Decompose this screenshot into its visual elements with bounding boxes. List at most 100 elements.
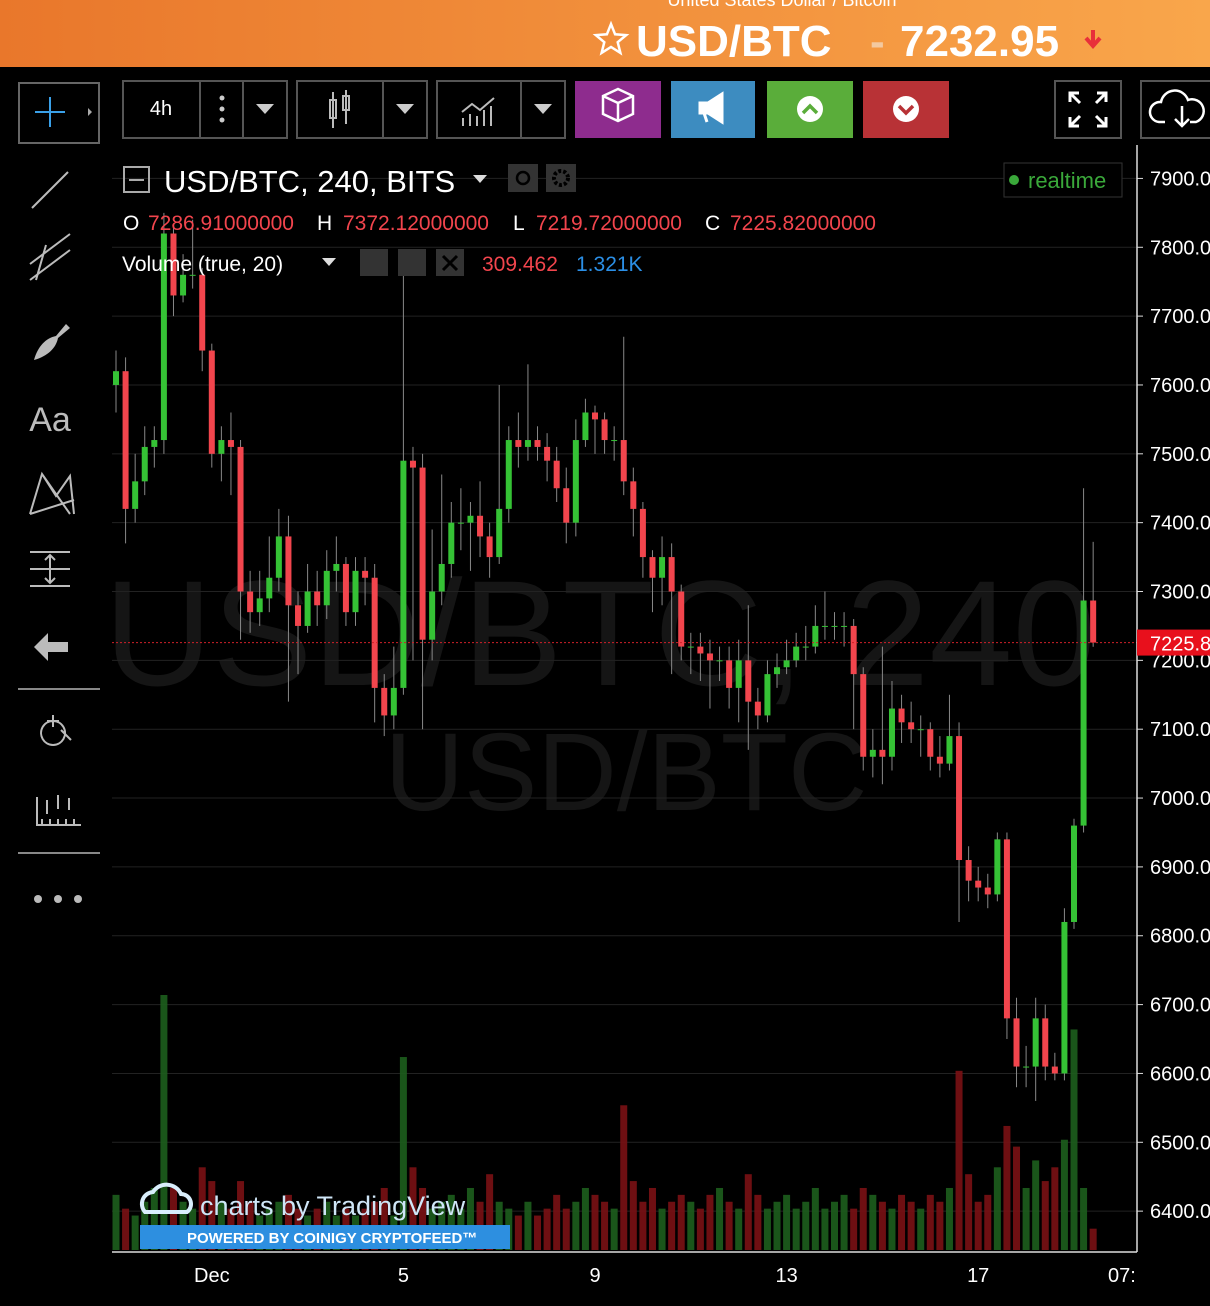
powered-text[interactable]: POWERED BY COINIGY CRYPTOFEED™ [187,1230,477,1247]
ohlc-key: O [123,212,139,235]
zoom-tool[interactable] [40,715,72,746]
candle-body [304,591,311,626]
candle-body [553,460,560,489]
eye-button[interactable] [360,249,388,276]
branding: charts by TradingView POWERED BY COINIGY… [139,1182,510,1249]
candle-body [975,880,982,888]
remove-icon [441,254,459,272]
volume-bar [744,1174,752,1250]
trendline-tool[interactable] [31,171,69,209]
candle-body [362,570,369,578]
eye-button[interactable] [508,164,538,192]
candle-body [189,274,196,276]
caret [88,108,92,116]
caret[interactable] [473,175,487,183]
volume-bar [198,1167,206,1250]
measure-tool[interactable] [30,551,70,587]
candle-body [400,460,407,688]
candle-body [122,371,129,509]
candle-body [323,570,330,606]
volume-bar [1013,1146,1021,1250]
header-separator: - [870,17,885,66]
chart-settings-tool[interactable] [36,795,81,826]
candle-body [764,674,771,716]
candle-icon [329,90,350,128]
candle-body [860,674,867,757]
candle-body [534,440,541,447]
candle-body [419,467,426,640]
fullscreen-button[interactable] [1054,80,1122,139]
pattern-tool[interactable] [29,471,75,515]
candle-body [1071,825,1077,922]
chart-title: USD/BTC, 240, BITS [164,164,455,199]
candle-body [697,646,704,654]
volume-bar [562,1208,570,1250]
volume-bar [831,1201,838,1250]
ohlc-key: C [705,212,720,235]
candle-body [505,440,512,509]
volume-bar [945,1187,953,1250]
candle-body [994,839,1001,895]
volume-bar [955,1070,963,1250]
interval-label: 4h [150,98,172,120]
candle-body [927,729,934,757]
candle-body [639,508,646,558]
y-tick-label: 7800.0 [1150,237,1210,259]
candle-body [563,488,570,523]
tradingview-text[interactable]: charts by TradingView [200,1191,466,1221]
save-button[interactable] [1140,80,1210,139]
text-tool[interactable]: Aa [29,401,71,439]
brush-tool[interactable] [34,324,70,360]
candle-body [1042,1018,1049,1067]
caret[interactable] [396,104,414,114]
y-tick-label: 7300.0 [1150,582,1210,604]
candle-body [917,729,924,731]
pitchfork-tool[interactable] [29,233,71,281]
volume-average: 1.321K [576,253,643,276]
y-tick-label: 6600.0 [1150,1063,1210,1085]
volume-bar [610,1208,618,1250]
caret[interactable] [322,258,336,266]
volume-bar [160,995,168,1250]
caret[interactable] [256,104,274,114]
candle-body [850,625,857,675]
settings-button[interactable] [546,164,576,192]
candle-body [1032,1018,1039,1067]
cube-icon [601,87,635,123]
settings-button[interactable] [398,249,426,276]
candle-body [477,515,484,537]
header-price: 7232.95 [900,17,1059,66]
candle-body [1013,1018,1020,1067]
candle-body [333,563,340,571]
cloud-icon [1148,89,1205,128]
more-icon[interactable] [219,95,225,123]
candle-body [879,749,886,757]
volume-value: 309.462 [482,253,558,276]
candle-body [898,708,905,723]
caret[interactable] [534,104,552,114]
volume-bar [706,1194,714,1250]
back-tool[interactable] [34,633,68,661]
candle-body [706,653,713,661]
volume-bar [735,1208,743,1250]
candle-body [295,605,302,626]
volume-bar [668,1201,676,1250]
header-pair: USD/BTC [636,17,832,66]
volume-bar [648,1187,656,1250]
volume-bar [821,1208,829,1250]
interval-button[interactable] [122,80,288,139]
volume-bar [466,1187,474,1250]
candle-body [132,481,139,509]
volume-bar [601,1201,609,1250]
candle-body [888,708,895,757]
candle-body [381,687,388,716]
volume-bar [620,1105,628,1250]
volume-bar [773,1201,781,1250]
volume-bar [543,1208,551,1250]
volume-bar [763,1208,771,1250]
collapse-button[interactable] [123,166,150,193]
more-tools[interactable] [34,895,82,903]
y-tick-label: 6400.0 [1150,1201,1210,1223]
favorite-star[interactable] [592,20,630,56]
